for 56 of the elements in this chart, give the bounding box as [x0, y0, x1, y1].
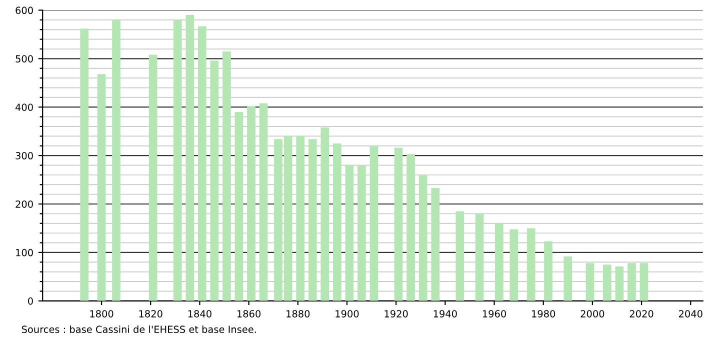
bar: [640, 263, 648, 301]
bar: [431, 188, 440, 301]
bar: [332, 143, 342, 301]
y-tick-label: 600: [16, 6, 33, 14]
bar: [320, 127, 330, 301]
bar: [259, 103, 268, 301]
x-tick-label: 2000: [580, 310, 604, 318]
x-tick-label: 1900: [336, 310, 359, 318]
bar: [526, 228, 536, 301]
bar: [475, 214, 484, 301]
x-tick-label: 1960: [482, 310, 506, 318]
x-tick-label: 1840: [188, 310, 212, 318]
x-tick-label: 2020: [630, 310, 654, 318]
y-tick-label: 400: [15, 104, 33, 111]
bar: [222, 51, 231, 301]
bar: [394, 148, 403, 301]
bar: [615, 266, 624, 301]
bar: [456, 211, 464, 301]
x-tick-label: 2040: [678, 310, 702, 318]
bar: [80, 28, 88, 301]
bar: [210, 60, 219, 301]
bar: [97, 74, 106, 301]
bar: [234, 112, 244, 301]
x-tick-label: 1800: [90, 310, 114, 318]
x-tick-label: 1860: [237, 310, 261, 318]
bar: [296, 136, 305, 301]
y-tick-label: 300: [16, 152, 33, 160]
bar: [370, 146, 378, 301]
bar: [148, 54, 158, 301]
bar: [494, 223, 504, 301]
bar: [602, 264, 612, 301]
bar: [406, 154, 415, 301]
y-tick-label: 100: [16, 248, 33, 256]
y-tick-label: 500: [16, 55, 33, 62]
bar: [564, 256, 572, 301]
x-tick-label: 1920: [384, 310, 408, 318]
bar: [112, 20, 120, 301]
bar: [308, 139, 317, 301]
bar: [586, 263, 594, 301]
bar: [358, 166, 366, 301]
x-tick-label: 1980: [532, 310, 556, 318]
bar: [510, 229, 518, 301]
bar: [186, 15, 194, 301]
bar: [173, 20, 182, 301]
source-note: Sources : base Cassini de l'EHESS et base Insee.: [22, 325, 256, 334]
y-tick-label: 200: [16, 200, 33, 208]
y-tick-label: 0: [28, 297, 33, 305]
bar: [247, 106, 256, 301]
x-tick-label: 1820: [139, 310, 162, 318]
x-tick-label: 1880: [286, 310, 310, 318]
x-tick-label: 1940: [434, 310, 457, 318]
bar: [345, 165, 354, 301]
bar: [198, 26, 206, 301]
bar: [628, 263, 636, 301]
bar: [418, 175, 428, 301]
bar: [544, 241, 552, 301]
